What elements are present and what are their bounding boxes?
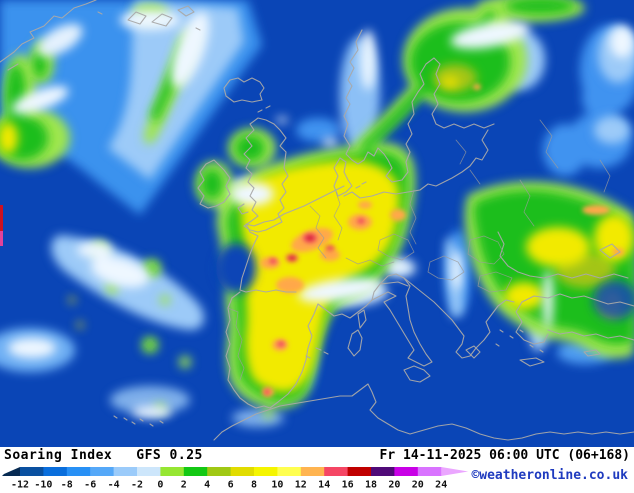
azores-islands <box>113 415 164 427</box>
valid-time: Fr 14-11-2025 06:00 UTC (06+168) <box>379 448 630 463</box>
scale-segment <box>277 467 302 476</box>
model-name: GFS 0.25 <box>136 448 203 463</box>
turkey-coastline <box>515 293 634 345</box>
scale-tick-label: -2 <box>131 480 143 490</box>
iceland-coastline <box>223 77 265 103</box>
italy-coastline <box>371 273 433 367</box>
greenland-coastline <box>0 0 103 71</box>
denmark-coastline <box>333 157 367 197</box>
scale-segment <box>183 467 208 476</box>
svalbard-coastline <box>127 5 201 31</box>
scale-tick-label: -12 <box>11 480 29 490</box>
color-scale-svg: -12 -10 -8 -6 -4 -2 0 2 4 6 8 10 12 14 16 18 20 20 24 <box>2 467 469 491</box>
scale-segment <box>347 467 372 476</box>
north-africa-coastline <box>213 383 634 441</box>
scale-segment <box>254 467 278 476</box>
scale-segment <box>43 467 68 476</box>
copyright-link[interactable]: ©weatheronline.co.uk <box>471 468 628 483</box>
scale-left-arrow <box>2 467 20 476</box>
sicily-coastline <box>403 365 431 383</box>
balkans-coastline <box>403 277 515 359</box>
scale-tick-label: 20 <box>388 480 400 490</box>
color-scale: -12 -10 -8 -6 -4 -2 0 2 4 6 8 10 12 14 16 18 20 20 24 <box>2 466 472 491</box>
scale-segment <box>371 467 395 476</box>
scale-tick-label: 4 <box>204 480 210 490</box>
scale-tick-label: 24 <box>435 480 447 490</box>
cyprus-coastline <box>583 349 601 357</box>
weather-map-svg <box>0 0 634 441</box>
coastlines-group <box>0 0 634 441</box>
weather-map <box>0 0 634 447</box>
country-borders <box>227 119 611 381</box>
scale-segment <box>20 467 44 476</box>
scale-segment <box>66 467 91 476</box>
france-north-coastline <box>283 185 345 215</box>
sardinia-coastline <box>347 329 363 357</box>
scale-tick-label: 6 <box>228 480 234 490</box>
red-spots <box>264 218 365 395</box>
scale-tick-label: -6 <box>84 480 96 490</box>
scale-tick-label: 18 <box>365 480 377 490</box>
scale-tick-label: 12 <box>295 480 307 490</box>
dark-pockets <box>216 243 634 320</box>
scale-tick-label: 16 <box>342 480 354 490</box>
black-sea-coastline <box>497 231 629 279</box>
scale-segment <box>417 467 442 476</box>
ireland-coastline <box>197 159 231 209</box>
uk-coastline <box>237 105 289 233</box>
scale-tick-label: 10 <box>271 480 283 490</box>
scale-tick-label: 0 <box>157 480 163 490</box>
scale-tick-label: -4 <box>108 480 120 490</box>
scale-tick-label: 14 <box>318 480 330 490</box>
baltic-coastline <box>343 129 489 199</box>
scale-right-arrow <box>441 467 469 476</box>
scale-segment <box>394 467 419 476</box>
scale-tick-label: 8 <box>251 480 257 490</box>
scale-segment <box>90 467 114 476</box>
map-title: Soaring Index GFS 0.25 <box>4 448 203 463</box>
scale-segment <box>230 467 255 476</box>
map-footer: Soaring Index GFS 0.25 Fr 14-11-2025 06:0… <box>0 447 634 491</box>
scale-tick-label: 2 <box>181 480 187 490</box>
scandinavia-coastline <box>343 29 495 183</box>
iberia-coastline <box>225 291 373 409</box>
scale-tick-label: -10 <box>34 480 52 490</box>
scale-segment <box>300 467 325 476</box>
white-bands <box>8 10 634 418</box>
product-name: Soaring Index <box>4 448 113 463</box>
crete-coastline <box>519 357 545 367</box>
balearics <box>305 347 329 359</box>
scale-tick-label: 20 <box>412 480 424 490</box>
aegean-islands <box>495 329 544 353</box>
edge-artifact-strip <box>0 205 3 246</box>
scale-segment <box>160 467 185 476</box>
scale-segment <box>207 467 231 476</box>
biscay-coastline <box>239 213 297 293</box>
scale-segment <box>324 467 348 476</box>
scale-tick-label: -8 <box>61 480 73 490</box>
scale-segment <box>113 467 138 476</box>
corsica-coastline <box>357 309 367 329</box>
scale-segment <box>137 467 161 476</box>
